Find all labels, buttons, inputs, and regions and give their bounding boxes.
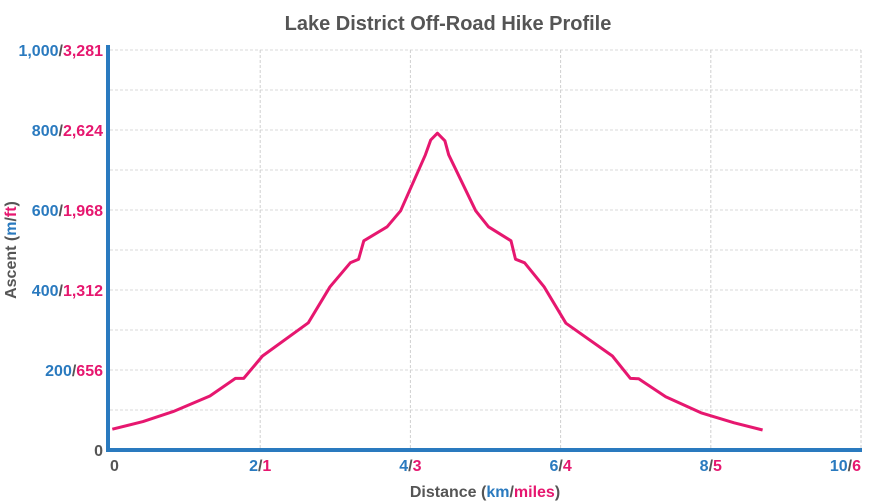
y-tick-label: 400/1,312 bbox=[32, 283, 103, 300]
y-tick-label: 0 bbox=[94, 443, 103, 460]
y-tick-label: 800/2,624 bbox=[32, 123, 103, 140]
x-tick-label: 10/6 bbox=[830, 458, 861, 475]
y-axis-title: Ascent (m/ft) bbox=[3, 201, 20, 299]
chart-title: Lake District Off-Road Hike Profile bbox=[285, 13, 612, 35]
x-tick-label: 8/5 bbox=[700, 458, 722, 475]
x-tick-label: 4/3 bbox=[399, 458, 421, 475]
tick-labels: 0 2/1 4/3 6/4 8/5 10/6 0 200/656 400/1,312 600/1,… bbox=[18, 43, 861, 475]
elevation-line bbox=[111, 131, 763, 432]
x-tick-label: 0 bbox=[110, 458, 119, 475]
y-tick-label: 1,000/3,281 bbox=[18, 43, 103, 60]
x-tick-label: 6/4 bbox=[549, 458, 571, 475]
y-tick-label: 600/1,968 bbox=[32, 203, 103, 220]
x-axis-title: Distance (km/miles) bbox=[410, 484, 560, 501]
x-tick-label: 2/1 bbox=[249, 458, 271, 475]
y-tick-label: 200/656 bbox=[45, 363, 103, 380]
grid bbox=[110, 49, 862, 450]
